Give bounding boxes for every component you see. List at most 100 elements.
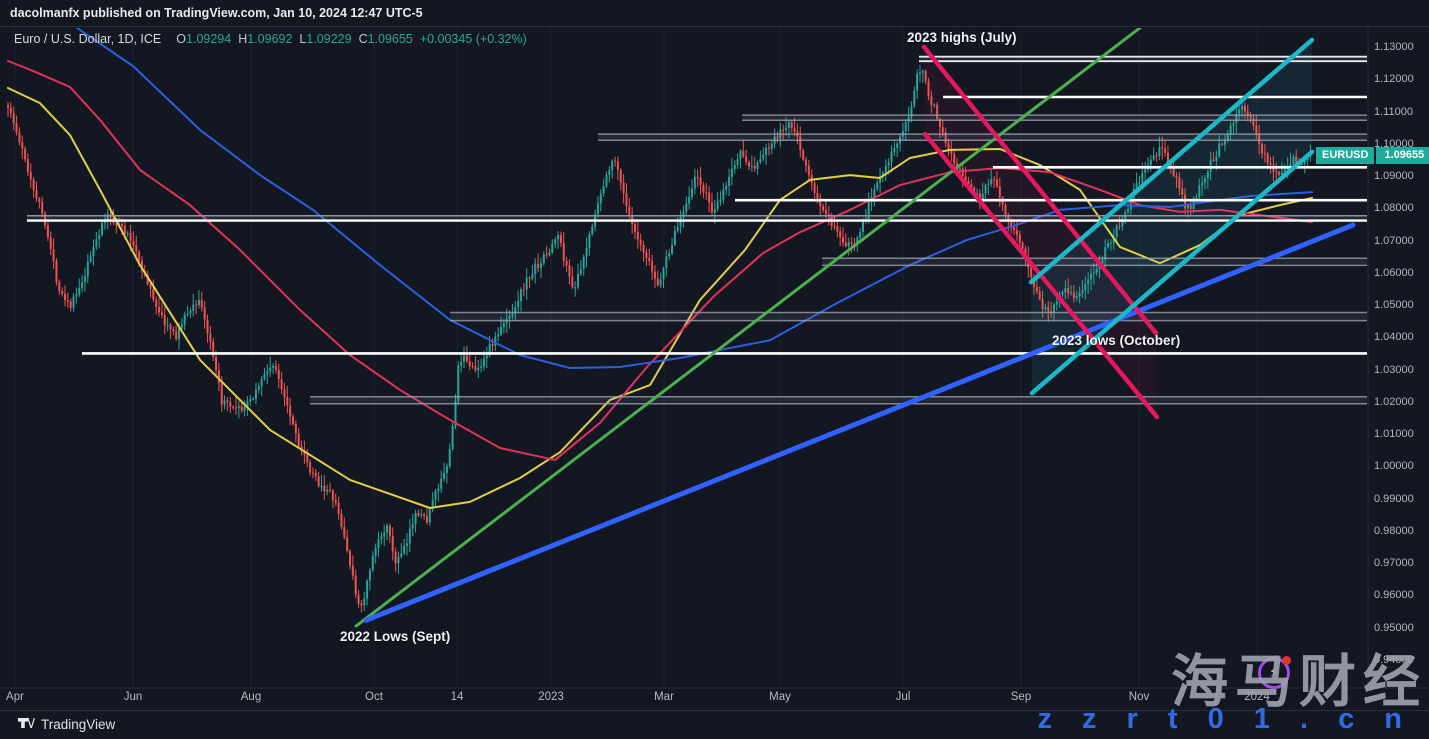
candle-body bbox=[235, 407, 237, 409]
candle-body bbox=[508, 315, 511, 319]
candle-body bbox=[1055, 301, 1058, 305]
candle-body bbox=[639, 239, 642, 245]
candle-body bbox=[993, 179, 996, 181]
candle-body bbox=[155, 299, 158, 307]
watermark-logo-icon: ⚡ bbox=[1258, 656, 1291, 689]
candle-body bbox=[232, 406, 235, 408]
candle-body bbox=[987, 184, 990, 186]
ma-fast-yellow[interactable] bbox=[7, 86, 1313, 509]
candle-body bbox=[195, 304, 198, 306]
candle-body bbox=[488, 344, 491, 356]
symbol-legend[interactable]: Euro / U.S. Dollar, 1D, ICE O1.09294 H1.09… bbox=[14, 32, 527, 46]
sr-level[interactable] bbox=[598, 133, 1367, 141]
candle-body bbox=[756, 162, 759, 169]
candle-body bbox=[24, 148, 27, 160]
candle-body bbox=[286, 396, 289, 406]
cyan-channel-a[interactable] bbox=[1028, 37, 1315, 285]
candle-body bbox=[403, 545, 406, 554]
candle-body bbox=[585, 247, 588, 257]
sr-level[interactable] bbox=[450, 311, 1367, 322]
candle-body bbox=[534, 263, 537, 274]
candle-body bbox=[349, 551, 351, 566]
candle-body bbox=[1067, 288, 1070, 294]
candle-body bbox=[169, 324, 172, 330]
price-axis-label: 1.11000 bbox=[1374, 105, 1413, 118]
candle-body bbox=[568, 265, 571, 277]
sr-level[interactable] bbox=[310, 395, 1367, 405]
candle-body bbox=[713, 208, 716, 213]
green-support[interactable] bbox=[354, 14, 1158, 628]
candle-body bbox=[203, 307, 206, 320]
candle-body bbox=[1155, 155, 1158, 157]
pink-channel-a[interactable] bbox=[921, 44, 1159, 336]
candle-body bbox=[434, 490, 437, 500]
legend-close-key: C bbox=[358, 32, 368, 46]
candle-body bbox=[75, 294, 78, 297]
candle-body bbox=[785, 127, 788, 131]
candle-body bbox=[659, 279, 662, 286]
candle-body bbox=[18, 132, 21, 143]
candle-body bbox=[730, 168, 733, 177]
candle-body bbox=[9, 107, 12, 114]
chart-annotation: 2023 highs (July) bbox=[907, 30, 1017, 45]
candle-body bbox=[49, 237, 52, 250]
candle-body bbox=[346, 537, 349, 552]
candle-body bbox=[166, 324, 169, 326]
candle-body bbox=[263, 373, 266, 379]
candle-body bbox=[596, 203, 599, 215]
candle-body bbox=[710, 202, 713, 213]
candle-body bbox=[859, 231, 862, 238]
candle-body bbox=[1204, 178, 1206, 183]
candle-body bbox=[334, 500, 337, 503]
candle-body bbox=[360, 603, 363, 606]
candle-body bbox=[1127, 209, 1130, 213]
candle-body bbox=[542, 254, 545, 264]
blue-support[interactable] bbox=[363, 222, 1356, 623]
time-axis-label: Jul bbox=[895, 691, 911, 703]
candle-body bbox=[1261, 143, 1263, 154]
candle-body bbox=[873, 189, 876, 197]
candle-body bbox=[944, 132, 947, 143]
candle-body bbox=[990, 179, 993, 185]
tradingview-logo-icon bbox=[18, 718, 35, 728]
sr-level[interactable] bbox=[27, 214, 1367, 222]
symbol-title[interactable]: Euro / U.S. Dollar, 1D, ICE bbox=[14, 32, 162, 46]
candle-body bbox=[728, 176, 731, 186]
candle-body bbox=[1215, 156, 1218, 161]
candle-body bbox=[916, 73, 919, 91]
tradingview-logo[interactable]: TradingView bbox=[18, 717, 115, 732]
candle-body bbox=[366, 580, 369, 599]
candle-body bbox=[200, 299, 203, 308]
candle-body bbox=[7, 105, 9, 108]
candle-body bbox=[1010, 221, 1013, 228]
candle-body bbox=[1201, 182, 1204, 186]
candle-body bbox=[480, 366, 483, 368]
candle-body bbox=[551, 243, 554, 253]
sr-level[interactable] bbox=[919, 55, 1367, 63]
sr-level[interactable] bbox=[742, 114, 1367, 121]
candle-body bbox=[1283, 169, 1286, 173]
candle-body bbox=[904, 122, 907, 131]
candle-body bbox=[417, 513, 420, 516]
candle-body bbox=[437, 488, 440, 491]
candle-body bbox=[1166, 152, 1169, 164]
candle-body bbox=[739, 151, 742, 160]
candle-body bbox=[742, 151, 745, 157]
candle-body bbox=[1015, 230, 1018, 235]
candle-body bbox=[26, 159, 29, 172]
candle-body bbox=[554, 239, 557, 244]
ma-mid-crimson[interactable] bbox=[7, 59, 1313, 461]
chart-pane[interactable] bbox=[7, 14, 1367, 688]
candle-body bbox=[1004, 204, 1007, 217]
candle-body bbox=[958, 168, 961, 170]
candle-body bbox=[149, 283, 152, 289]
candle-body bbox=[517, 301, 520, 308]
candle-body bbox=[611, 160, 614, 170]
candle-body bbox=[619, 169, 622, 183]
candle-body bbox=[46, 225, 49, 238]
price-axis-label: 1.08000 bbox=[1374, 202, 1414, 215]
candle-body bbox=[32, 179, 35, 190]
candle-body bbox=[388, 525, 391, 536]
cyan-channel-b[interactable] bbox=[1029, 149, 1315, 396]
